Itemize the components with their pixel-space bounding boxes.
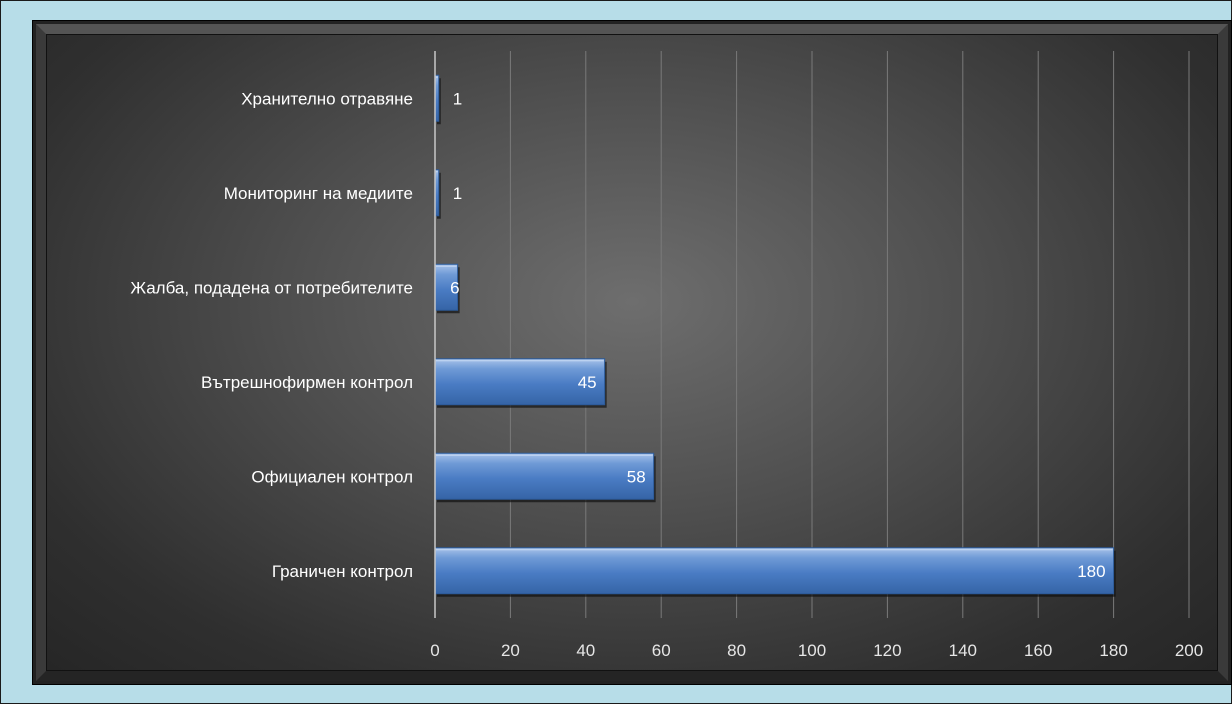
- value-label: 45: [578, 373, 597, 392]
- x-tick-label: 140: [949, 641, 977, 660]
- category-label: Жалба, подадена от потребителите: [130, 278, 413, 297]
- gridlines: [509, 51, 1190, 618]
- x-tick-label: 20: [501, 641, 520, 660]
- x-tick-label: 120: [873, 641, 901, 660]
- category-label: Вътрешнофирмен контрол: [201, 373, 413, 392]
- value-label: 1: [453, 184, 462, 203]
- chart-frame-bevel: [36, 24, 1228, 681]
- value-label: 6: [450, 278, 459, 297]
- x-tick-label: 80: [727, 641, 746, 660]
- labels: 0 20 40 60 80 100 120 140 160 180 200 Хранително от…: [130, 89, 1203, 660]
- value-label: 1: [453, 89, 462, 108]
- x-tick-label: 100: [798, 641, 826, 660]
- category-label: Мониторинг на медиите: [224, 184, 413, 203]
- category-label: Граничен контрол: [272, 562, 413, 581]
- value-label: 180: [1077, 562, 1105, 581]
- bar: [434, 547, 1115, 595]
- bar: [434, 452, 655, 500]
- x-tick-label: 160: [1024, 641, 1052, 660]
- value-label: 58: [627, 467, 646, 486]
- category-label: Хранително отравяне: [241, 89, 413, 108]
- x-tick-label: 60: [652, 641, 671, 660]
- category-label: Официален контрол: [251, 467, 413, 486]
- x-tick-label: 40: [576, 641, 595, 660]
- x-tick-label: 0: [430, 641, 439, 660]
- bars: [434, 74, 1116, 597]
- x-tick-label: 200: [1175, 641, 1203, 660]
- x-tick-label: 180: [1099, 641, 1127, 660]
